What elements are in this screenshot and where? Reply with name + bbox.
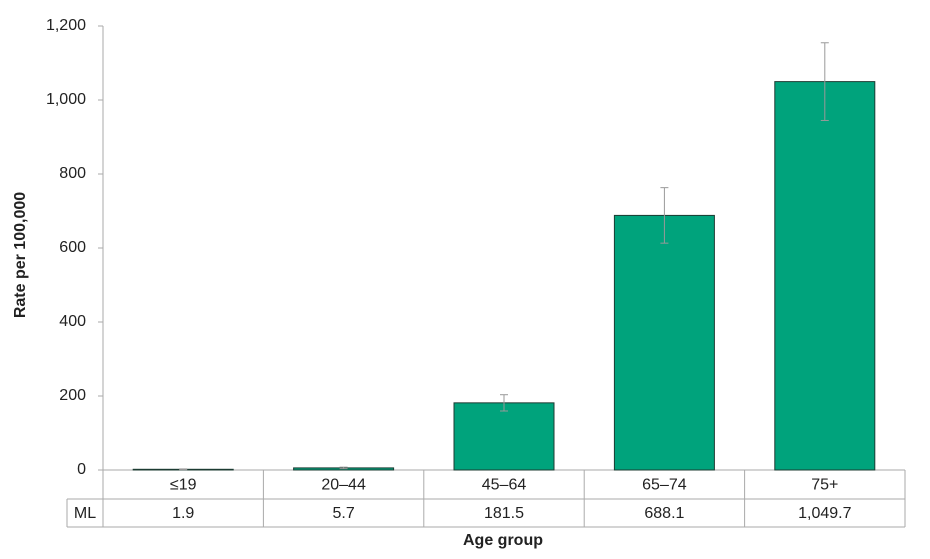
table-value: 1.9 — [172, 505, 194, 522]
table-value: 5.7 — [332, 505, 354, 522]
table-value: 688.1 — [644, 505, 684, 522]
x-tick-label: 65–74 — [642, 477, 687, 494]
y-tick-label: 600 — [59, 239, 86, 256]
y-tick-label: 1,000 — [46, 91, 86, 108]
error-bar — [660, 187, 669, 244]
error-bar — [179, 468, 188, 471]
y-tick-label: 400 — [59, 313, 86, 330]
table-value: 1,049.7 — [798, 505, 851, 522]
error-bar — [500, 394, 508, 412]
table-value: 181.5 — [484, 505, 524, 522]
y-tick-label: 800 — [59, 165, 86, 182]
table-series-name: ML — [74, 505, 96, 522]
bar — [613, 214, 715, 471]
x-tick-label: 75+ — [811, 477, 838, 494]
y-axis-title: Rate per 100,000 — [12, 192, 29, 318]
y-tick-label: 0 — [77, 461, 86, 478]
x-tick-label: ≤19 — [170, 477, 197, 494]
bar — [774, 81, 876, 471]
x-axis-title: Age group — [463, 532, 543, 549]
x-tick-label: 45–64 — [482, 477, 527, 494]
bar — [453, 402, 555, 471]
y-tick-label: 200 — [59, 387, 86, 404]
x-tick-label: 20–44 — [321, 477, 366, 494]
y-tick-label: 1,200 — [46, 17, 86, 34]
error-bar — [820, 42, 829, 121]
error-bar — [339, 466, 348, 470]
